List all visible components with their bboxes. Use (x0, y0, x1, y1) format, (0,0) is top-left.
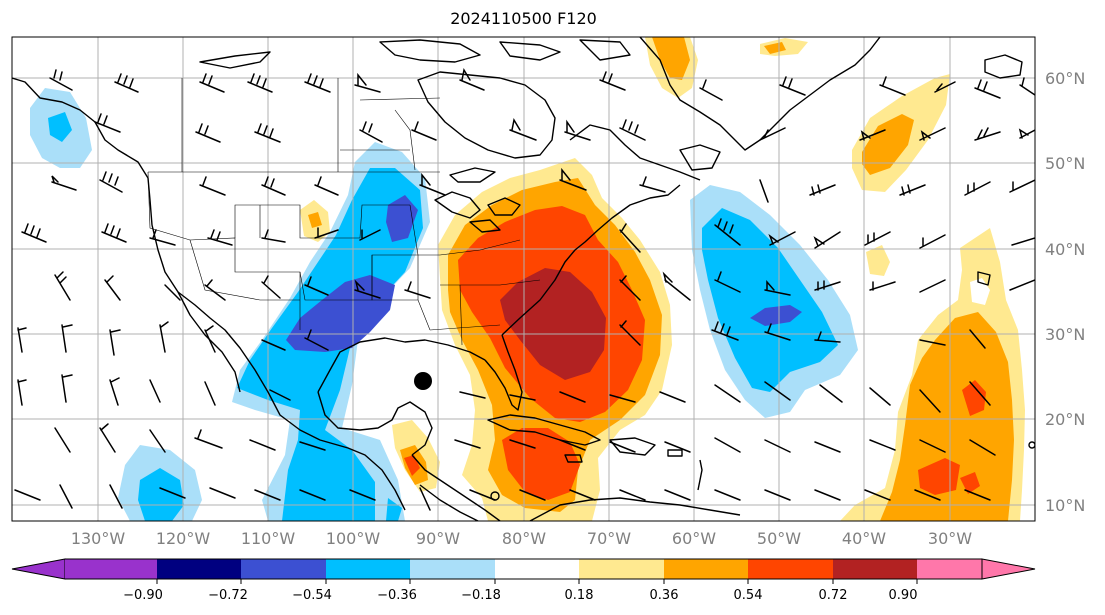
lat-tick: 10°N (1045, 496, 1085, 515)
lon-axis: 130°W 120°W 110°W 100°W 90°W 80°W 70°W 6… (71, 529, 972, 548)
state-borders (147, 78, 541, 346)
lon-tick: 110°W (241, 529, 296, 548)
map-area (12, 37, 1035, 521)
figure-title: 2024110500 F120 (450, 9, 597, 28)
lon-tick: 30°W (928, 529, 972, 548)
lon-tick: 60°W (672, 529, 716, 548)
wind-barbs (14, 67, 1035, 511)
colorbar-label: −0.54 (292, 588, 332, 603)
lon-tick: 100°W (326, 529, 381, 548)
lat-tick: 50°N (1045, 154, 1085, 173)
lon-tick: 120°W (156, 529, 211, 548)
lon-tick: 130°W (71, 529, 126, 548)
colorbar-bin (65, 559, 157, 579)
lon-tick: 50°W (757, 529, 801, 548)
colorbar-label: 0.90 (889, 588, 918, 603)
graticule (12, 37, 1035, 521)
colorbar-label: −0.18 (461, 588, 501, 603)
colorbar-label: −0.90 (123, 588, 163, 603)
colorbar-label: 0.72 (819, 588, 848, 603)
colorbar-extend-low (11, 558, 66, 580)
colorbar-bin (579, 559, 664, 579)
colorbar-bin (157, 559, 241, 579)
lon-tick: 40°W (842, 529, 886, 548)
colorbar-bin (326, 559, 410, 579)
lat-tick: 60°N (1045, 69, 1085, 88)
coastlines (12, 37, 1035, 521)
storm-center-dot (414, 372, 432, 390)
colorbar-bin (241, 559, 326, 579)
colorbar-label: −0.36 (377, 588, 417, 603)
colorbar-extend-high (981, 558, 1036, 580)
colorbar-label: 0.54 (734, 588, 763, 603)
colorbar-bin (833, 559, 917, 579)
lat-tick: 20°N (1045, 410, 1085, 429)
lat-tick: 30°N (1045, 325, 1085, 344)
colorbar: −0.90 −0.72 −0.54 −0.36 −0.18 0.18 0.36 … (11, 558, 1036, 603)
lon-tick: 70°W (587, 529, 631, 548)
lon-tick: 80°W (502, 529, 546, 548)
colorbar-label: 0.18 (565, 588, 594, 603)
colorbar-label: 0.36 (650, 588, 679, 603)
colorbar-bin (664, 559, 748, 579)
lat-axis: 60°N 50°N 40°N 30°N 20°N 10°N (1045, 69, 1085, 515)
lon-tick: 90°W (416, 529, 460, 548)
colorbar-bin (495, 559, 579, 579)
lat-tick: 40°N (1045, 240, 1085, 259)
colorbar-bin (410, 559, 495, 579)
colorbar-bin (917, 559, 982, 579)
colorbar-label: −0.72 (208, 588, 248, 603)
map-frame (11, 36, 1036, 522)
colorbar-bin (748, 559, 833, 579)
